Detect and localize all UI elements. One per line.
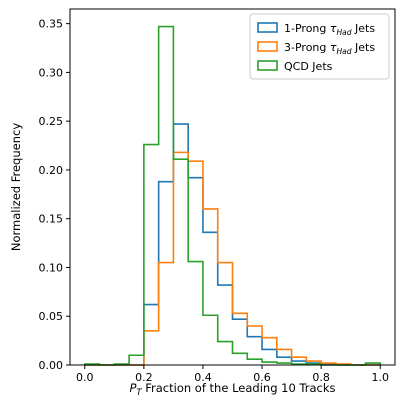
legend-swatch: [257, 60, 278, 71]
y-tick-label: 0.00: [39, 359, 64, 372]
legend-entry-tau: τ: [330, 41, 337, 54]
legend-frame: [249, 13, 390, 80]
y-tick-label: 0.20: [39, 164, 64, 177]
legend-entry-subscript: Had: [337, 28, 352, 37]
y-axis-ticks: 0.00 0.05 0.10 0.15 0.20 0.25 0.30 0.35: [39, 18, 70, 372]
legend-entry-label: QCD Jets: [284, 60, 333, 73]
y-axis-label: Normalized Frequency: [9, 123, 23, 251]
y-tick-label: 0.25: [39, 115, 64, 128]
legend-entry-suffix: Jets: [352, 41, 376, 54]
y-tick-label: 0.35: [39, 18, 64, 31]
y-tick-label: 0.05: [39, 310, 64, 323]
x-axis-label: PT Fraction of the Leading 10 Tracks: [129, 381, 335, 398]
x-tick-label: 1.0: [371, 371, 389, 384]
x-tick-label: 0.6: [253, 371, 271, 384]
y-tick-label: 0.30: [39, 66, 64, 79]
legend-entry-text: QCD Jets: [284, 60, 333, 73]
x-tick-label: 0.2: [135, 371, 153, 384]
x-axis-ticks: 0.0 0.2 0.4 0.6 0.8 1.0: [76, 365, 389, 384]
legend-entry-text: 1-Prong: [284, 22, 330, 35]
legend-entry-subscript: Had: [337, 47, 352, 56]
legend-entry-label: 1-Prong τHad Jets: [284, 22, 375, 37]
axes-frame-border: [69, 8, 396, 366]
legend-swatch: [257, 22, 278, 33]
legend-entry-suffix: Jets: [352, 22, 376, 35]
legend-entry-text: 3-Prong: [284, 41, 330, 54]
x-axis-label-p: P: [129, 381, 136, 395]
y-tick-label: 0.15: [39, 213, 64, 226]
x-axis-label-sub: T: [136, 388, 142, 398]
y-tick-label: 0.10: [39, 261, 64, 274]
x-axis-label-rest: Fraction of the Leading 10 Tracks: [142, 381, 336, 395]
axes-frame: [69, 8, 396, 366]
x-tick-label: 0.4: [194, 371, 212, 384]
legend-swatch: [257, 41, 278, 52]
x-tick-label: 0.0: [76, 371, 94, 384]
legend-entry-tau: τ: [330, 22, 337, 35]
x-tick-label: 0.8: [312, 371, 330, 384]
series-step-2: [84, 151, 381, 366]
legend-entry-label: 3-Prong τHad Jets: [284, 41, 375, 56]
